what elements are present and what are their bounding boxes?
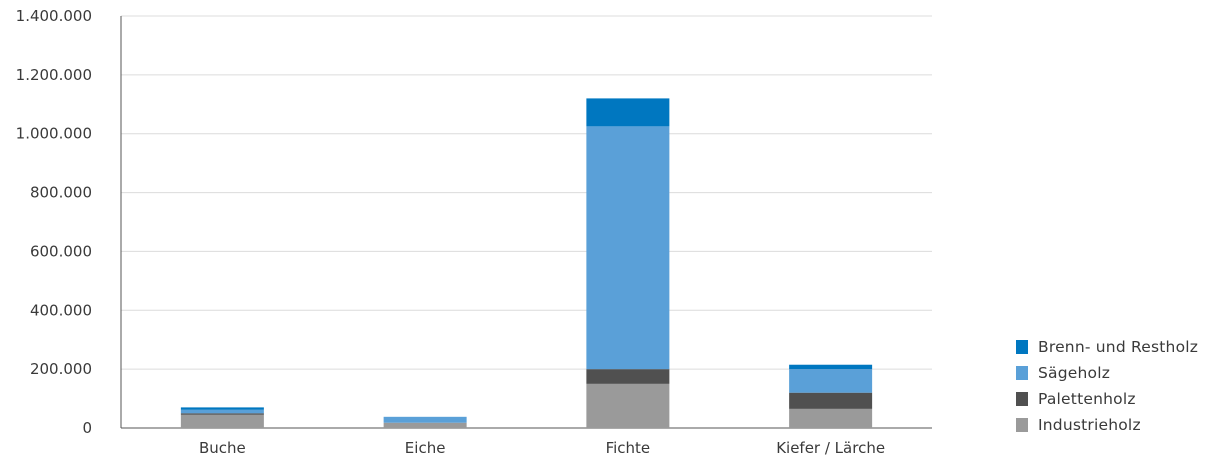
legend: Brenn- und Restholz Sägeholz Palettenhol…	[1016, 334, 1198, 438]
x-tick-label: Fichte	[606, 439, 651, 457]
legend-item-brennholz: Brenn- und Restholz	[1016, 334, 1198, 360]
grid-lines	[121, 15, 932, 370]
legend-label: Industrieholz	[1038, 416, 1141, 434]
bar-segment	[586, 126, 670, 370]
bar-segment	[180, 413, 264, 415]
bar-segment	[789, 408, 873, 428]
x-tick-label: Eiche	[405, 439, 446, 457]
bar-segment	[586, 369, 670, 384]
legend-item-saegeholz: Sägeholz	[1016, 360, 1198, 386]
legend-item-palettenholz: Palettenholz	[1016, 386, 1198, 412]
legend-swatch	[1016, 366, 1028, 380]
bar-segment	[180, 414, 264, 428]
y-tick-label: 800.000	[30, 184, 92, 202]
y-tick-label: 1.000.000	[16, 125, 92, 143]
legend-swatch	[1016, 392, 1028, 406]
x-tick-label: Kiefer / Lärche	[776, 439, 885, 457]
x-axis-labels: Buche Eiche Fichte Kiefer / Lärche	[199, 439, 885, 457]
bar-segment	[789, 364, 873, 370]
legend-label: Sägeholz	[1038, 364, 1111, 382]
y-tick-label: 0	[82, 419, 92, 437]
bars	[180, 98, 873, 428]
legend-label: Brenn- und Restholz	[1038, 338, 1199, 356]
bar-segment	[180, 407, 264, 410]
legend-swatch	[1016, 340, 1028, 354]
bar-segment	[383, 416, 467, 423]
bar-segment	[586, 383, 670, 428]
y-tick-label: 200.000	[30, 360, 92, 378]
y-tick-label: 400.000	[30, 301, 92, 319]
y-axis-ticks: 0 200.000 400.000 600.000 800.000 1.000.000 1.…	[16, 7, 92, 437]
bar-segment	[383, 422, 467, 428]
legend-item-industrieholz: Industrieholz	[1016, 412, 1198, 438]
bar-segment	[789, 369, 873, 393]
bar-segment	[180, 409, 264, 414]
y-tick-label: 600.000	[30, 242, 92, 260]
legend-swatch	[1016, 418, 1028, 432]
bar-segment	[586, 98, 670, 127]
bar-segment	[789, 392, 873, 409]
x-tick-label: Buche	[199, 439, 246, 457]
y-tick-label: 1.400.000	[16, 7, 92, 25]
legend-label: Palettenholz	[1038, 390, 1136, 408]
y-tick-label: 1.200.000	[16, 66, 92, 84]
